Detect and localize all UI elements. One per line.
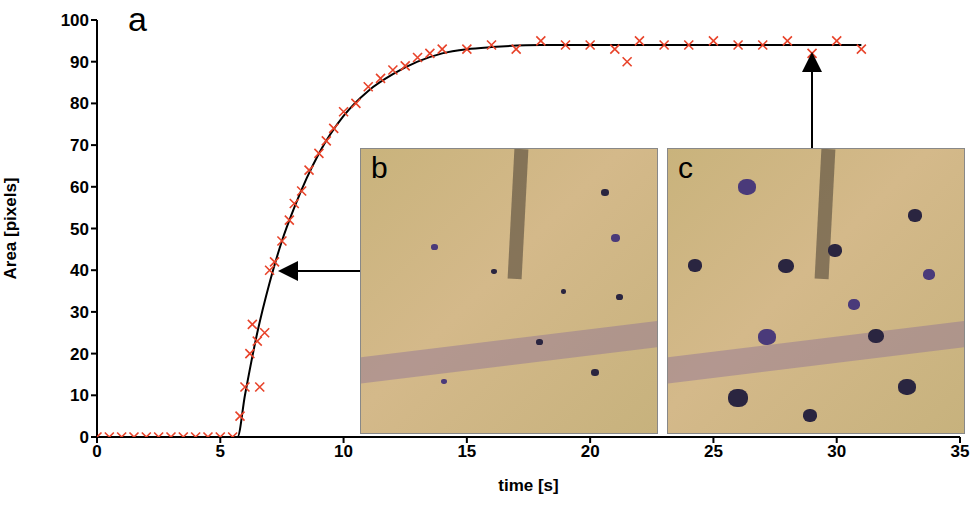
- svg-text:30: 30: [827, 442, 846, 461]
- svg-text:70: 70: [70, 136, 89, 155]
- html-text:c: c: [678, 151, 693, 184]
- html-text:b: b: [371, 151, 388, 184]
- svg-text:0: 0: [92, 442, 101, 461]
- svg-text:20: 20: [70, 345, 89, 364]
- svg-text:40: 40: [70, 261, 89, 280]
- svg-text:20: 20: [581, 442, 600, 461]
- html-text:a: a: [128, 0, 147, 38]
- svg-text:90: 90: [70, 53, 89, 72]
- svg-text:0: 0: [80, 428, 89, 447]
- svg-text:35: 35: [951, 442, 970, 461]
- svg-text:50: 50: [70, 220, 89, 239]
- svg-text:10: 10: [70, 386, 89, 405]
- svg-text:100: 100: [61, 11, 89, 30]
- svg-text:80: 80: [70, 94, 89, 113]
- svg-text:30: 30: [70, 303, 89, 322]
- svg-text:60: 60: [70, 178, 89, 197]
- svg-text:15: 15: [457, 442, 476, 461]
- svg-text:5: 5: [216, 442, 225, 461]
- svg-text:Area [pixels]: Area [pixels]: [1, 177, 20, 279]
- svg-text:10: 10: [334, 442, 353, 461]
- svg-text:time [s]: time [s]: [498, 476, 558, 495]
- svg-text:25: 25: [704, 442, 723, 461]
